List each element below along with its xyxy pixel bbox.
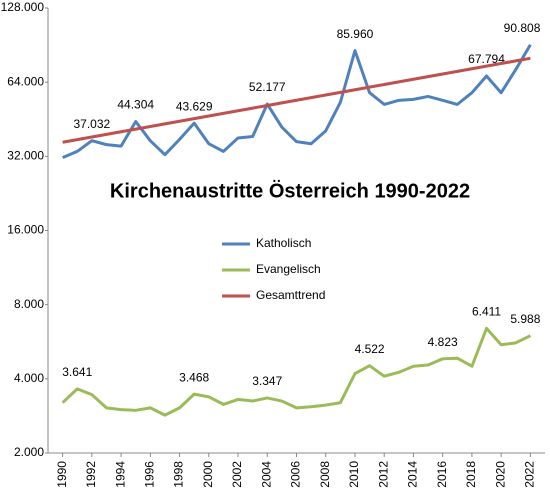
x-tick-label: 1996 — [142, 461, 156, 488]
legend-label: Gesamttrend — [256, 288, 325, 302]
data-label: 43.629 — [176, 99, 213, 113]
x-tick-label: 2010 — [347, 461, 361, 488]
data-label: 3.641 — [62, 365, 92, 379]
x-tick-label: 2002 — [230, 461, 244, 488]
data-label: 90.808 — [504, 21, 541, 35]
x-tick-label: 2014 — [406, 461, 420, 488]
data-label: 44.304 — [117, 98, 154, 112]
chart-title: Kirchenaustritte Österreich 1990-2022 — [110, 179, 470, 202]
x-tick-label: 1998 — [172, 461, 186, 488]
data-label: 3.347 — [252, 374, 282, 388]
y-tick-label: 4.000 — [14, 371, 44, 385]
x-tick-label: 2022 — [523, 461, 537, 488]
data-label: 5.988 — [510, 312, 540, 326]
series-line — [62, 56, 531, 144]
x-tick-label: 1994 — [113, 461, 127, 488]
legend-label: Katholisch — [256, 236, 311, 250]
x-tick-label: 2004 — [259, 461, 273, 488]
x-tick-label: 1992 — [84, 461, 98, 488]
data-label: 85.960 — [337, 27, 374, 41]
series-line — [61, 326, 532, 417]
y-tick-label: 64.000 — [7, 74, 44, 88]
data-label: 4.823 — [428, 335, 458, 349]
y-tick-label: 16.000 — [7, 223, 44, 237]
data-label: 4.522 — [355, 342, 385, 356]
data-label: 67.794 — [468, 52, 505, 66]
data-label: 3.468 — [179, 370, 209, 384]
x-tick-label: 2016 — [435, 461, 449, 488]
x-tick-label: 2012 — [376, 461, 390, 488]
x-tick-label: 1990 — [55, 461, 69, 488]
legend-label: Evangelisch — [256, 262, 321, 276]
x-tick-label: 2020 — [493, 461, 507, 488]
y-tick-label: 128.000 — [1, 0, 45, 14]
x-tick-label: 2008 — [318, 461, 332, 488]
data-label: 6.411 — [472, 305, 501, 319]
y-tick-label: 2.000 — [14, 445, 44, 459]
x-tick-label: 2000 — [201, 461, 215, 488]
x-tick-label: 2018 — [464, 461, 478, 488]
data-label: 52.177 — [249, 80, 286, 94]
y-tick-label: 8.000 — [14, 297, 44, 311]
x-tick-label: 2006 — [289, 461, 303, 488]
y-tick-label: 32.000 — [7, 149, 44, 163]
data-label: 37.032 — [74, 117, 111, 131]
